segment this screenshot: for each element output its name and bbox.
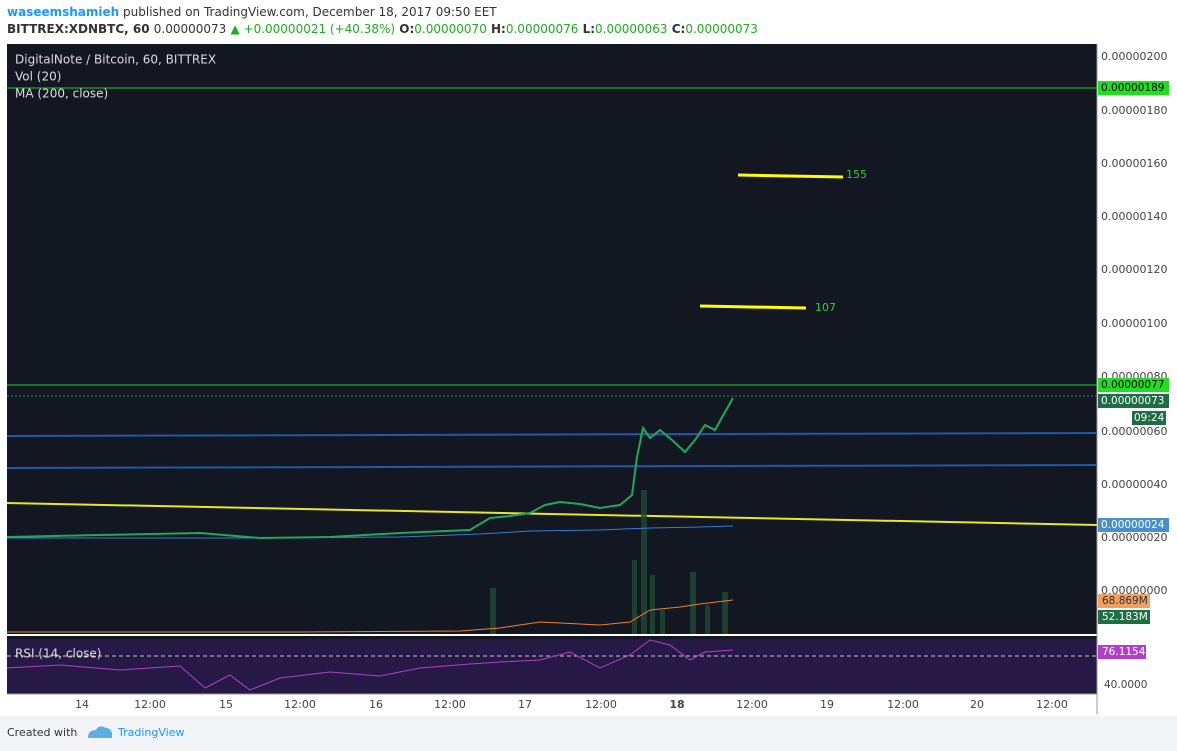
volume-tag: 68.869M [1102, 595, 1148, 607]
tag-bg [1098, 81, 1169, 95]
brand[interactable]: TradingView [117, 726, 184, 739]
trend-line [6, 464, 1098, 469]
change: ▲ +0.00000021 (+40.38%) [230, 22, 395, 36]
ohlc-key: H: [491, 22, 506, 36]
time-axis: 14 12:00 15 12:00 16 12:00 17 12:00 18 1… [75, 698, 1068, 711]
trend-line [6, 432, 1098, 437]
legend: MA (200, close) [15, 87, 108, 101]
footer-bg [0, 716, 1177, 751]
price-label: 0.00000000 [1101, 584, 1167, 597]
time-label: 20 [970, 698, 984, 711]
volume-ma [7, 599, 734, 633]
time-label: 12:00 [434, 698, 466, 711]
price-label: 0.00000140 [1101, 210, 1167, 223]
tag-bg [1098, 394, 1169, 408]
time-label: 15 [219, 698, 233, 711]
price-label: 0.00000120 [1101, 263, 1167, 276]
symbol: BITTREX:XDNBTC, 60 [7, 22, 150, 36]
tag-bg [1098, 610, 1150, 624]
time-label: 12:00 [134, 698, 166, 711]
annotation: 107 [815, 301, 836, 314]
target-line [737, 173, 844, 179]
ohlc-value: 0.00000063 [595, 22, 668, 36]
rsi-line [6, 639, 734, 691]
rsi-label: 40.0000 [1104, 679, 1147, 691]
time-label: 12:00 [585, 698, 617, 711]
price-label: 0.00000060 [1101, 425, 1167, 438]
logo [88, 726, 113, 738]
ohlc-key: O: [399, 22, 414, 36]
price-axis: 0.00000200 0.00000180 0.00000160 0.00000… [1101, 50, 1167, 597]
annotation: 155 [846, 168, 867, 181]
price-tag: 0.00000077 [1101, 379, 1164, 391]
ohlc-value: 0.00000076 [506, 22, 579, 36]
time-label: 16 [369, 698, 383, 711]
time-label: 17 [518, 698, 532, 711]
tag-bg [1098, 518, 1169, 532]
time-label: 18 [669, 698, 684, 711]
price-label: 0.00000160 [1101, 157, 1167, 170]
price-label: 0.00000180 [1101, 104, 1167, 117]
tag-bg [1098, 594, 1150, 608]
price-tag: 0.00000073 [1101, 395, 1164, 407]
ohlc-value: 0.00000073 [685, 22, 758, 36]
price-tag: 0.00000189 [1101, 82, 1164, 94]
countdown: 09:24 [1134, 412, 1165, 424]
price-tag: 0.00000024 [1101, 519, 1165, 531]
volume-bars [490, 490, 728, 634]
ohlc-value: 0.00000070 [414, 22, 487, 36]
main-pane [7, 44, 1097, 634]
price-label: 0.00000040 [1101, 478, 1167, 491]
price-label: 0.00000200 [1101, 50, 1167, 63]
rsi-band [7, 639, 1097, 694]
time-label: 12:00 [736, 698, 768, 711]
trend-line [6, 502, 1098, 526]
last: 0.00000073 [154, 22, 227, 36]
publisher: waseemshamieh [7, 5, 119, 19]
price-label: 0.00000100 [1101, 317, 1167, 330]
time-label: 14 [75, 698, 89, 711]
published: published on TradingView.com, December 1… [123, 5, 497, 19]
legend: RSI (14, close) [15, 647, 101, 661]
price-action [6, 397, 734, 540]
symbol-line: BITTREX:XDNBTC, 60 0.00000073 ▲ +0.00000… [7, 22, 758, 36]
ohlc-key: C: [672, 22, 686, 36]
price-label: 0.00000020 [1101, 531, 1167, 544]
volume-tag: 52.183M [1102, 611, 1148, 623]
time-label: 12:00 [887, 698, 919, 711]
tag-bg [1132, 411, 1166, 425]
tag-bg [1098, 645, 1146, 659]
legend: Vol (20) [15, 70, 61, 84]
tag-bg [1098, 378, 1169, 392]
legend: DigitalNote / Bitcoin, 60, BITTREX [15, 53, 216, 67]
rsi-tag: 76.1154 [1102, 646, 1146, 658]
target-line [699, 304, 807, 310]
ohlc-key: L: [583, 22, 595, 36]
header-line: waseemshamieh published on TradingView.c… [7, 5, 497, 19]
footer-text: Created with [7, 726, 77, 739]
time-label: 12:00 [284, 698, 316, 711]
time-label: 12:00 [1036, 698, 1068, 711]
time-label: 19 [820, 698, 834, 711]
